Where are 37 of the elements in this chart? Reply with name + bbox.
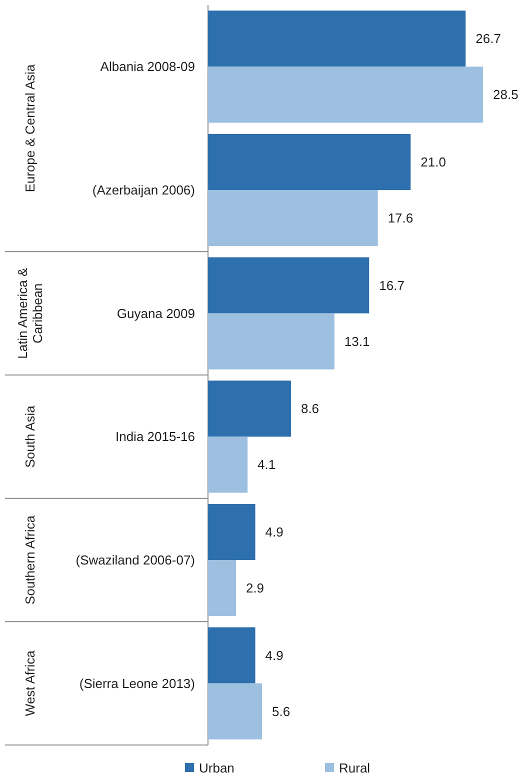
bar	[208, 436, 248, 493]
y-tick-label: India 2015-16	[115, 429, 195, 444]
y-tick-label: Albania 2008-09	[100, 59, 195, 74]
y-tick-label: (Azerbaijan 2006)	[92, 182, 195, 198]
bar	[208, 257, 370, 314]
legend-label: Urban	[199, 760, 234, 776]
data-label: 2.9	[246, 580, 264, 596]
bar	[208, 10, 466, 67]
bar	[208, 190, 378, 246]
text: Europe & Central Asia	[22, 64, 38, 192]
data-label: 26.7	[476, 31, 501, 46]
bar	[208, 560, 236, 616]
data-label: 4.9	[265, 524, 284, 540]
data-label: 17.6	[388, 210, 414, 226]
data-label: 8.6	[300, 401, 320, 416]
y-tick-label: (Swaziland 2006-07)	[76, 552, 195, 568]
data-label: 13.1	[344, 334, 370, 349]
text: West Africa	[22, 650, 38, 716]
bar	[208, 504, 256, 560]
data-label: 5.6	[272, 704, 290, 719]
legend-label: Rural	[339, 760, 370, 776]
bar	[208, 380, 291, 437]
bar	[208, 66, 483, 123]
bar	[208, 683, 262, 740]
text: Southern Africa	[22, 514, 38, 604]
data-label: 28.5	[493, 87, 518, 102]
data-label: 4.1	[258, 457, 276, 472]
bar	[208, 627, 256, 684]
data-label: 21.0	[420, 154, 446, 170]
y-tick-label: (Sierra Leone 2013)	[79, 676, 195, 691]
text: South Asia	[22, 404, 38, 468]
data-label: 4.9	[265, 648, 284, 663]
bar	[208, 134, 411, 190]
y-tick-label: Guyana 2009	[116, 306, 195, 321]
text: Latin America & Caribbean	[15, 267, 46, 359]
data-label: 16.7	[379, 278, 404, 293]
bar	[208, 313, 334, 370]
